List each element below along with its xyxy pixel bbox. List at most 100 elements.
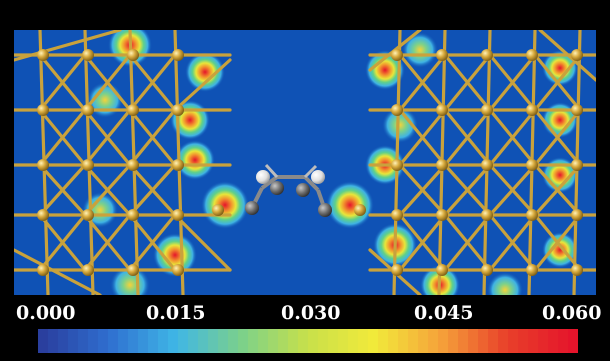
- colorbar-segment: [498, 329, 509, 353]
- colorbar-segment: [338, 329, 349, 353]
- metal-atom: [391, 104, 403, 116]
- colorbar-segment: [528, 329, 539, 353]
- colorbar-segment: [198, 329, 209, 353]
- metal-atom: [127, 49, 139, 61]
- metal-atom: [481, 264, 493, 276]
- metal-atom: [391, 159, 403, 171]
- colorbar-segment: [118, 329, 129, 353]
- metal-atom: [127, 159, 139, 171]
- colorbar-segment: [178, 329, 189, 353]
- colorbar-segment: [108, 329, 119, 353]
- metal-atom: [571, 49, 583, 61]
- metal-atom: [82, 264, 94, 276]
- colorbar-tick-1: 0.015: [146, 302, 206, 324]
- metal-atom: [172, 264, 184, 276]
- colorbar-segment: [358, 329, 369, 353]
- colorbar-segment: [158, 329, 169, 353]
- metal-atom: [172, 49, 184, 61]
- colorbar-segment: [278, 329, 289, 353]
- colorbar-segment: [488, 329, 499, 353]
- metal-atom: [391, 209, 403, 221]
- metal-atom: [37, 49, 49, 61]
- metal-atom: [571, 104, 583, 116]
- density-map: [14, 30, 596, 295]
- molecule: [245, 163, 332, 217]
- colorbar-segment: [558, 329, 569, 353]
- metal-atom: [481, 159, 493, 171]
- colorbar-segment: [58, 329, 69, 353]
- colorbar-segment: [238, 329, 249, 353]
- colorbar-segment: [518, 329, 529, 353]
- metal-atom: [526, 264, 538, 276]
- metal-atom: [37, 104, 49, 116]
- carbon-atom: [245, 201, 259, 215]
- hydrogen-atom: [311, 170, 325, 184]
- colorbar-segment: [88, 329, 99, 353]
- colorbar-segment: [468, 329, 479, 353]
- metal-atom: [82, 104, 94, 116]
- colorbar-segment: [478, 329, 489, 353]
- colorbar-segment: [98, 329, 109, 353]
- colorbar-tick-3: 0.045: [414, 302, 474, 324]
- metal-cluster-left: [14, 30, 232, 295]
- colorbar-segment: [438, 329, 449, 353]
- colorbar-segment: [418, 329, 429, 353]
- metal-atom: [436, 159, 448, 171]
- colorbar-segment: [228, 329, 239, 353]
- density-background: [14, 30, 596, 295]
- carbon-atom: [318, 203, 332, 217]
- metal-atom: [172, 209, 184, 221]
- metal-atom: [127, 104, 139, 116]
- metal-atom: [37, 159, 49, 171]
- colorbar-segment: [538, 329, 549, 353]
- metal-atom: [481, 209, 493, 221]
- metal-atom: [526, 49, 538, 61]
- metal-atom: [481, 49, 493, 61]
- metal-atom: [37, 209, 49, 221]
- metal-atom: [571, 209, 583, 221]
- colorbar-segment: [268, 329, 279, 353]
- colorbar: [38, 329, 578, 353]
- metal-atom: [526, 209, 538, 221]
- colorbar-segment: [148, 329, 159, 353]
- colorbar-segment: [168, 329, 179, 353]
- colorbar-segment: [408, 329, 419, 353]
- colorbar-segment: [568, 329, 578, 353]
- metal-atom: [436, 104, 448, 116]
- colorbar-segment: [458, 329, 469, 353]
- colorbar-segment: [398, 329, 409, 353]
- metal-atom: [571, 159, 583, 171]
- metal-atom: [127, 209, 139, 221]
- metal-atom: [82, 209, 94, 221]
- colorbar-segment: [38, 329, 49, 353]
- colorbar-segment: [378, 329, 389, 353]
- colorbar-segment: [138, 329, 149, 353]
- metal-atom: [436, 264, 448, 276]
- metal-atom: [354, 204, 366, 216]
- metal-atom: [172, 104, 184, 116]
- colorbar-segment: [78, 329, 89, 353]
- colorbar-segment: [448, 329, 459, 353]
- metal-atom: [481, 104, 493, 116]
- colorbar-tick-0: 0.000: [16, 302, 76, 324]
- metal-atom: [127, 264, 139, 276]
- colorbar-segment: [128, 329, 139, 353]
- metal-atom: [391, 264, 403, 276]
- metal-atom: [82, 159, 94, 171]
- metal-atom: [391, 49, 403, 61]
- metal-atom: [212, 204, 224, 216]
- colorbar-segment: [508, 329, 519, 353]
- colorbar-segment: [548, 329, 559, 353]
- colorbar-segment: [248, 329, 259, 353]
- metal-atoms: [37, 49, 583, 276]
- colorbar-segment: [208, 329, 219, 353]
- hydrogen-atom: [256, 170, 270, 184]
- colorbar-segment: [318, 329, 329, 353]
- carbon-atom: [296, 183, 310, 197]
- colorbar-segment: [298, 329, 309, 353]
- colorbar-segment: [288, 329, 299, 353]
- colorbar-segment: [258, 329, 269, 353]
- colorbar-segment: [68, 329, 79, 353]
- colorbar-segment: [48, 329, 59, 353]
